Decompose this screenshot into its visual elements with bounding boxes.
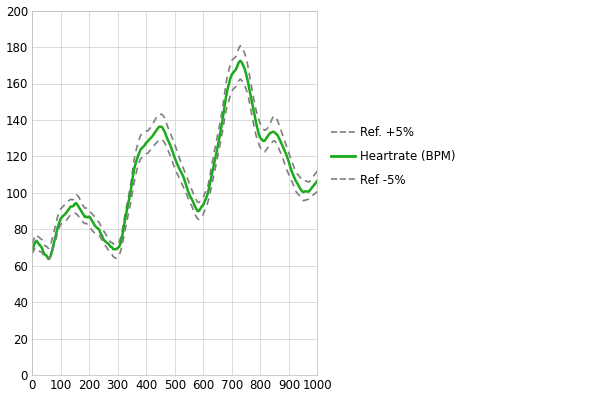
- Ref -5%: [184, 195, 191, 199]
- Ref. +5%: [314, 168, 321, 173]
- Line: Heartrate (BPM): Heartrate (BPM): [32, 61, 317, 259]
- Ref -5%: [292, 189, 299, 194]
- Ref. +5%: [28, 241, 35, 246]
- Legend: Ref. +5%, Heartrate (BPM), Ref -5%: Ref. +5%, Heartrate (BPM), Ref -5%: [326, 122, 461, 191]
- Ref. +5%: [184, 176, 191, 181]
- Line: Ref -5%: Ref -5%: [32, 79, 317, 259]
- Ref -5%: [30, 248, 37, 253]
- Heartrate (BPM): [134, 154, 141, 159]
- Heartrate (BPM): [314, 178, 321, 183]
- Ref. +5%: [134, 142, 141, 146]
- Heartrate (BPM): [28, 248, 35, 253]
- Heartrate (BPM): [150, 133, 157, 137]
- Ref. +5%: [56, 210, 63, 215]
- Ref. +5%: [150, 121, 157, 125]
- Heartrate (BPM): [46, 256, 53, 261]
- Heartrate (BPM): [30, 244, 37, 249]
- Ref. +5%: [46, 246, 53, 251]
- Heartrate (BPM): [56, 220, 63, 225]
- Line: Ref. +5%: Ref. +5%: [32, 46, 317, 248]
- Ref -5%: [237, 77, 244, 82]
- Ref -5%: [28, 252, 35, 256]
- Ref. +5%: [292, 170, 299, 175]
- Heartrate (BPM): [184, 187, 191, 192]
- Ref -5%: [134, 164, 141, 169]
- Ref. +5%: [30, 238, 37, 242]
- Ref -5%: [46, 257, 53, 262]
- Ref -5%: [150, 144, 157, 148]
- Ref -5%: [56, 225, 63, 230]
- Ref -5%: [314, 189, 321, 194]
- Ref. +5%: [237, 43, 244, 48]
- Heartrate (BPM): [237, 59, 244, 63]
- Heartrate (BPM): [292, 179, 299, 184]
